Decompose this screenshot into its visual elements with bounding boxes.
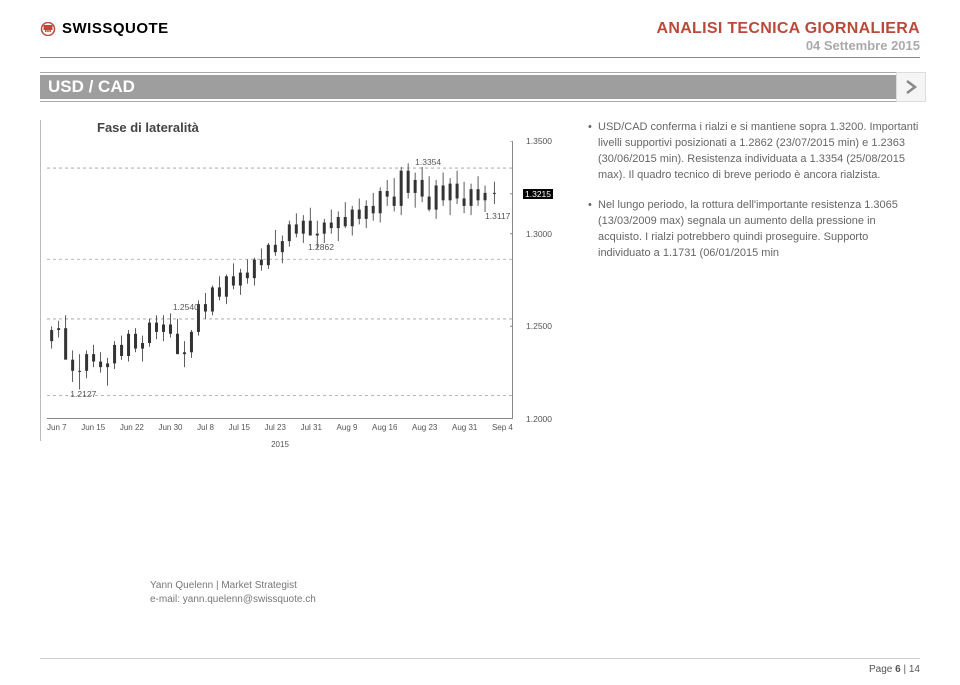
chart-y-tick: 1.3215 [523,189,553,199]
chart-x-tick: Jun 30 [158,423,182,441]
pair-name: USD / CAD [48,77,135,97]
chart-x-tick: Aug 9 [337,423,358,441]
chart-x-tick: Jul 8 [197,423,214,441]
chart-x-tick: Jun 7 [47,423,67,441]
chart-x-tick: Jul 15 [229,423,250,441]
chart-y-tick: 1.3500 [525,136,553,146]
chart-column: Fase di lateralità 1.3354 1.3117 1.2862 1.2… [40,120,560,441]
next-arrow-icon[interactable] [896,72,926,102]
chart-annotation: 1.2862 [308,242,334,252]
brand: SWISSQUOTE [40,20,169,37]
chart-x-tick: Jul 23 [265,423,286,441]
chart-x-tick: Aug 16 [372,423,397,441]
swissquote-logo-icon [40,22,56,36]
chart-title: Fase di lateralità [97,120,560,135]
chart-annotation: 1.3117 [485,211,510,221]
chart-year: 2015 [271,440,289,449]
chart-x-tick: Jul 31 [301,423,322,441]
chart-y-tick: 1.3000 [525,229,553,239]
header-right: ANALISI TECNICA GIORNALIERA 04 Settembre… [656,20,920,53]
page-sep: | [901,664,909,675]
analysis-text: USD/CAD conferma i rialzi e si mantiene … [560,120,920,441]
chart-x-tick: Sep 4 [492,423,513,441]
page-number: Page 6 | 14 [869,664,920,675]
chart-annotation: 1.2540 [173,302,199,312]
author-name: Yann Quelenn | Market Strategist [150,579,316,593]
chart-x-tick: Jun 22 [120,423,144,441]
signature: Yann Quelenn | Market Strategist e-mail:… [150,579,316,607]
chart-annotation: 1.2127 [70,389,96,399]
chart-annotation: 1.3354 [415,157,441,167]
chart-x-tick: Aug 23 [412,423,437,441]
analysis-paragraph: USD/CAD conferma i rialzi e si mantiene … [588,120,920,184]
report-title: ANALISI TECNICA GIORNALIERA [656,20,920,38]
chart-x-tick: Jun 15 [81,423,105,441]
pair-banner: USD / CAD [40,72,920,102]
chart-y-tick: 1.2000 [525,414,553,424]
report-date: 04 Settembre 2015 [656,38,920,53]
analysis-paragraph: Nel lungo periodo, la rottura dell'impor… [588,198,920,262]
footer-rule [40,658,920,659]
chart-area: 1.33541.31171.28621.25401.2127 1.35001.3… [47,141,555,441]
page-total: 14 [909,664,920,675]
brand-text: SWISSQUOTE [62,20,169,37]
page-header: SWISSQUOTE ANALISI TECNICA GIORNALIERA 0… [40,20,920,58]
author-email: e-mail: yann.quelenn@swissquote.ch [150,593,316,607]
chart-x-tick: Aug 31 [452,423,477,441]
page-prefix: Page [869,664,895,675]
chart-y-tick: 1.2500 [525,321,553,331]
